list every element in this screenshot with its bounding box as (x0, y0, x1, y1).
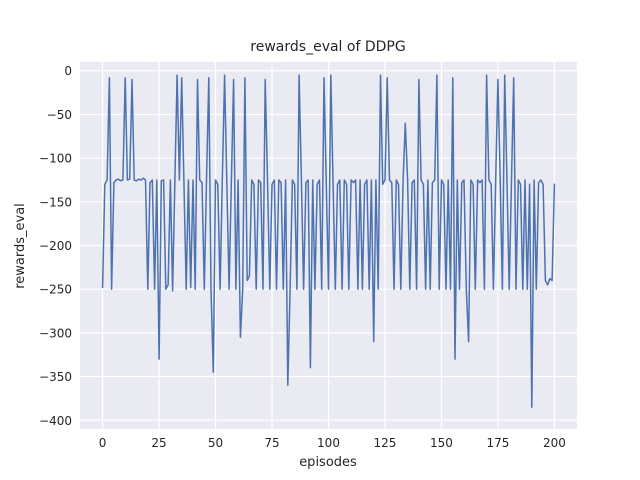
y-tick-label: −250 (39, 283, 72, 297)
x-axis-label: episodes (299, 455, 357, 470)
y-tick-label: −200 (39, 239, 72, 253)
y-tick-label: −100 (39, 152, 72, 166)
plot-area: 0 25 50 75 100 125 150 175 200 0 −50 −100 −150 −200 −2… (39, 62, 577, 450)
y-tick-label: −50 (47, 108, 72, 122)
x-tick-label: 25 (151, 436, 166, 450)
x-tick-label: 75 (264, 436, 279, 450)
x-tick-label: 50 (208, 436, 223, 450)
x-tick-label: 200 (543, 436, 566, 450)
x-tick-label: 150 (430, 436, 453, 450)
x-tick-label: 100 (317, 436, 340, 450)
x-tick-label: 0 (99, 436, 107, 450)
y-tick-label: −150 (39, 195, 72, 209)
y-tick-label: −350 (39, 370, 72, 384)
x-tick-label: 175 (486, 436, 509, 450)
data-series-line (101, 74, 556, 408)
x-tick-label: 125 (374, 436, 397, 450)
y-axis-label: rewards_eval (13, 203, 28, 289)
y-tick-label: −400 (39, 414, 72, 428)
y-tick-label: −300 (39, 326, 72, 340)
y-tick-label: 0 (64, 64, 72, 78)
chart-title: rewards_eval of DDPG (250, 39, 405, 55)
